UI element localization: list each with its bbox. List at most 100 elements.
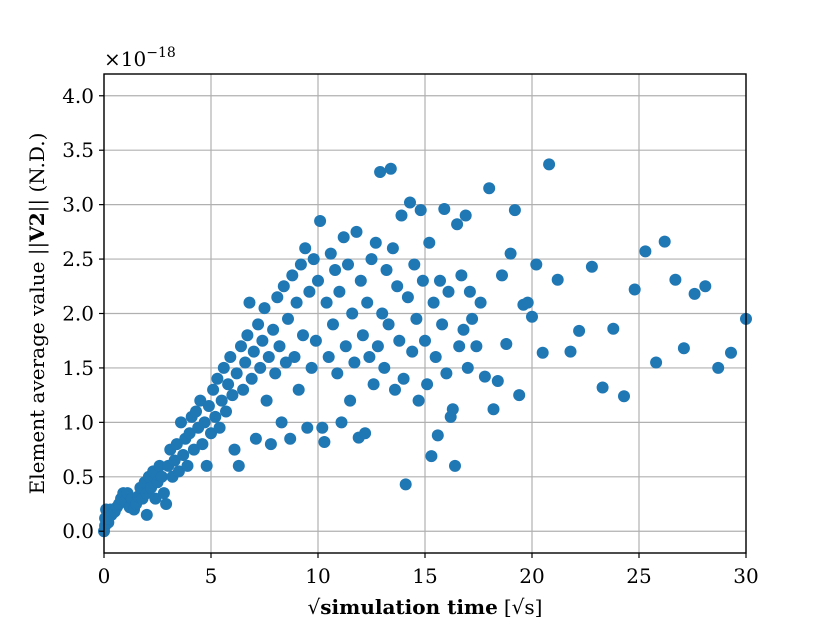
x-label-prefix: √	[308, 595, 321, 619]
data-point	[618, 390, 630, 403]
data-point	[172, 465, 185, 478]
data-point	[337, 231, 350, 244]
data-point	[359, 427, 372, 440]
x-axis-label: √simulation time [√s]	[308, 595, 543, 619]
data-point	[431, 429, 444, 442]
y-label-prefix: Element average value ||	[25, 242, 50, 495]
data-point	[333, 285, 346, 298]
data-point	[406, 345, 419, 358]
data-point	[190, 405, 202, 418]
data-point	[301, 421, 314, 434]
data-point	[303, 285, 316, 298]
x-tick-label: 0	[98, 564, 111, 588]
data-point	[508, 204, 521, 217]
y-label-suffix: || (N.D.)	[25, 133, 50, 213]
data-point	[427, 296, 440, 309]
y-tick-label: 3.0	[62, 193, 94, 217]
data-point	[496, 269, 508, 282]
data-point	[277, 280, 290, 293]
data-point	[346, 307, 359, 320]
x-tick-label: 20	[519, 564, 544, 588]
data-point	[363, 351, 376, 363]
y-tick-label: 0.5	[62, 465, 94, 489]
data-point	[312, 274, 324, 287]
data-point	[371, 340, 384, 353]
data-point	[451, 218, 464, 231]
data-point	[712, 361, 725, 374]
data-point	[247, 345, 260, 358]
data-point	[461, 361, 474, 374]
data-point	[457, 323, 470, 336]
data-point	[324, 247, 337, 260]
data-point	[237, 383, 250, 396]
data-point	[416, 274, 429, 287]
data-point	[434, 274, 446, 287]
x-tick-label: 5	[205, 564, 218, 588]
data-point	[607, 322, 620, 335]
data-point	[367, 378, 380, 391]
y-tick-label: 2.5	[62, 247, 94, 271]
x-tick-label: 10	[305, 564, 330, 588]
data-point	[256, 334, 269, 347]
y-axis-ticks: 0.0 0.5 1.0 1.5 2.0 2.5 3.0 3.5 4.0	[62, 84, 104, 543]
y-offset-base: ×10	[104, 47, 146, 71]
data-point	[463, 285, 476, 298]
data-point	[474, 296, 487, 309]
x-label-bold: simulation time	[320, 595, 498, 619]
data-point	[245, 372, 258, 385]
grid	[103, 74, 747, 553]
data-point	[344, 394, 357, 407]
data-point	[181, 459, 194, 472]
data-point	[175, 416, 187, 429]
data-point	[140, 508, 153, 521]
data-point	[177, 449, 190, 461]
data-point	[596, 381, 609, 394]
data-point	[258, 302, 271, 315]
data-point	[397, 372, 410, 385]
data-point	[521, 296, 534, 309]
data-point	[365, 253, 378, 266]
data-point	[669, 273, 682, 286]
data-point	[384, 162, 397, 175]
data-point	[327, 318, 339, 331]
data-point	[410, 312, 423, 325]
data-point	[412, 394, 425, 407]
data-point	[294, 258, 307, 271]
data-point	[168, 454, 181, 467]
data-point	[395, 209, 408, 222]
data-point	[500, 338, 513, 350]
data-point	[404, 196, 416, 209]
data-point	[491, 375, 504, 387]
data-point	[217, 361, 230, 374]
data-point	[378, 361, 391, 374]
data-point	[513, 389, 526, 402]
data-point	[149, 492, 162, 505]
data-point	[271, 291, 284, 304]
data-point	[211, 372, 224, 385]
data-point	[307, 253, 320, 266]
data-point	[536, 346, 549, 359]
data-point	[564, 345, 577, 358]
data-point	[526, 310, 538, 323]
data-point	[284, 432, 297, 445]
data-point	[408, 258, 421, 271]
data-point	[455, 269, 468, 282]
data-point	[369, 236, 382, 249]
data-point	[688, 287, 701, 300]
y-tick-label: 1.5	[62, 356, 94, 380]
data-point	[213, 421, 226, 434]
data-point	[220, 405, 232, 418]
data-point	[282, 312, 294, 325]
data-point	[262, 351, 275, 363]
data-point	[170, 438, 183, 451]
data-point	[386, 242, 399, 255]
x-tick-label: 30	[733, 564, 758, 588]
data-point	[243, 296, 256, 309]
data-point	[440, 367, 453, 380]
data-point	[342, 258, 354, 271]
data-point	[376, 307, 389, 320]
data-point	[361, 296, 374, 309]
data-point	[279, 356, 292, 369]
data-point	[380, 264, 393, 276]
